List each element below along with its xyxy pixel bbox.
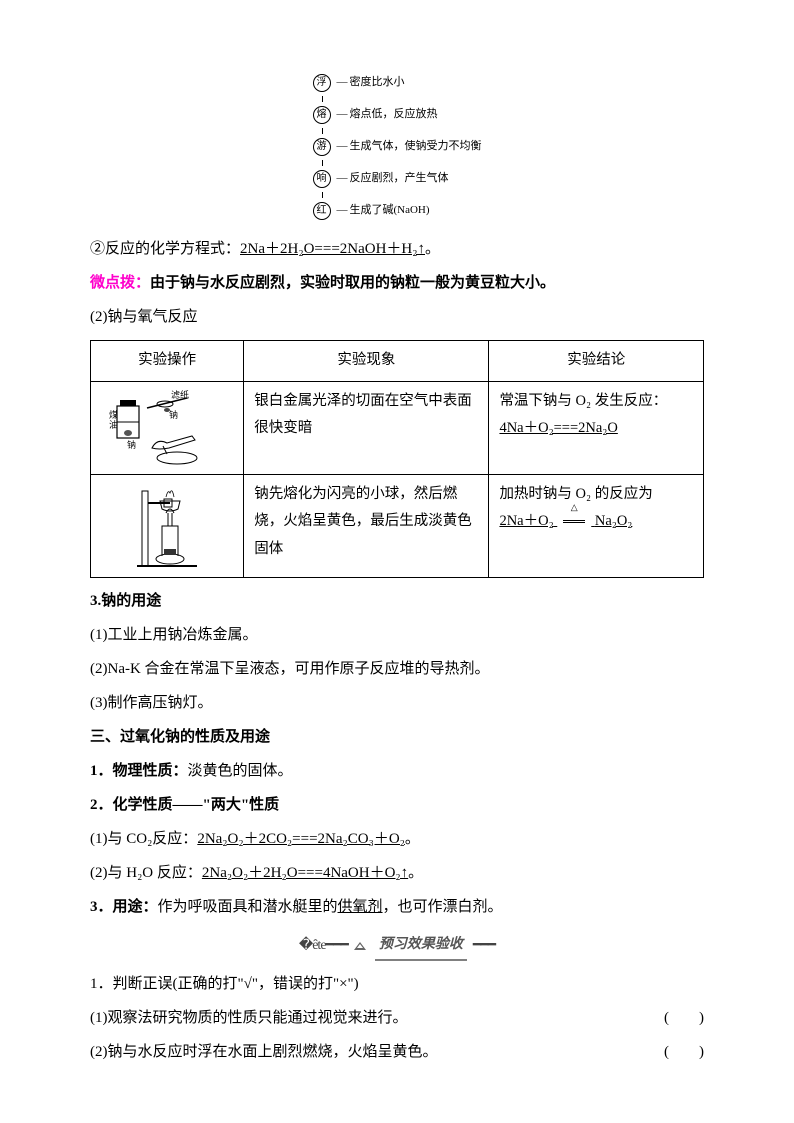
uses-title: 3.钠的用途 (90, 586, 704, 616)
table-header: 实验现象 (244, 341, 489, 382)
tip-label: 微点拨： (90, 275, 150, 291)
experiment-table: 实验操作 实验现象 实验结论 煤油 钠 滤纸 钠 银白金属光泽的切面在空 (90, 340, 704, 578)
phenomenon-cell: 钠先熔化为闪亮的小球，然后燃烧，火焰呈黄色，最后生成淡黄色固体 (244, 474, 489, 577)
diagram-text: 熔点低，反应放热 (350, 107, 438, 122)
svg-text:滤纸: 滤纸 (171, 389, 189, 400)
svg-text:钠: 钠 (127, 439, 136, 450)
use-item: (3)制作高压钠灯。 (90, 688, 704, 718)
diagram-text: 生成气体，使钠受力不均衡 (350, 139, 482, 154)
triangle-icon (354, 942, 366, 950)
diagram-char: 游 (313, 138, 331, 156)
use-item: (1)工业上用钠冶炼金属。 (90, 620, 704, 650)
tf-item: (1)观察法研究物质的性质只能通过视觉来进行。( ) (90, 1003, 704, 1033)
diagram-char: 熔 (313, 106, 331, 124)
experiment-diagram-2 (122, 481, 212, 571)
review-banner: �ête━━━ 预习效果验收 ━━━ (90, 930, 704, 961)
table-header: 实验操作 (91, 341, 244, 382)
equation-line: ②反应的化学方程式：2Na＋2H₂O===2NaOH＋H₂↑。 (90, 234, 704, 264)
phenomenon-cell: 银白金属光泽的切面在空气中表面很快变暗 (244, 381, 489, 474)
tip-line: 微点拨：由于钠与水反应剧烈，实验时取用的钠粒一般为黄豆粒大小。 (90, 268, 704, 298)
svg-text:油: 油 (109, 419, 118, 430)
diagram-text: 生成了碱(NaOH) (350, 203, 430, 218)
table-row: 钠先熔化为闪亮的小球，然后燃烧，火焰呈黄色，最后生成淡黄色固体 加热时钠与 O₂… (91, 474, 704, 577)
use-item: (2)Na-K 合金在常温下呈液态，可用作原子反应堆的导热剂。 (90, 654, 704, 684)
experiment-diagram-1: 煤油 钠 滤纸 钠 (107, 388, 227, 468)
tf-item: (2)钠与水反应时浮在水面上剧烈燃烧，火焰呈黄色。( ) (90, 1037, 704, 1067)
section-2-title: (2)钠与氧气反应 (90, 302, 704, 332)
svg-text:煤: 煤 (109, 409, 118, 420)
diagram-char: 响 (313, 170, 331, 188)
chem-reaction-2: (2)与 H₂O 反应：2Na₂O₂＋2H₂O===4NaOH＋O₂↑。 (90, 858, 704, 888)
diagram-char: 浮 (313, 74, 331, 92)
diagram-text: 反应剧烈，产生气体 (350, 171, 449, 186)
conclusion-cell: 常温下钠与 O₂ 发生反应： 4Na＋O₂===2Na₂O (489, 381, 704, 474)
table-header: 实验结论 (489, 341, 704, 382)
equation-1: 2Na＋2H₂O===2NaOH＋H₂↑ (240, 241, 425, 257)
diagram-char: 红 (313, 202, 331, 220)
physical-property: 1．物理性质：淡黄色的固体。 (90, 756, 704, 786)
use-3: 3．用途：作为呼吸面具和潜水艇里的供氧剂，也可作漂白剂。 (90, 892, 704, 922)
table-row: 煤油 钠 滤纸 钠 银白金属光泽的切面在空气中表面很快变暗 常温下钠与 O₂ 发… (91, 381, 704, 474)
tf-title: 1．判断正误(正确的打"√"，错误的打"×") (90, 969, 704, 999)
svg-text:钠: 钠 (169, 409, 178, 420)
mnemonic-diagram: 浮—密度比水小 熔—熔点低，反应放热 游—生成气体，使钠受力不均衡 响—反应剧烈… (90, 70, 704, 224)
conclusion-cell: 加热时钠与 O₂ 的反应为 2Na＋O₂ △ Na₂O₂ (489, 474, 704, 577)
chem-reaction-1: (1)与 CO₂反应：2Na₂O₂＋2CO₂===2Na₂CO₃＋O₂。 (90, 824, 704, 854)
chemical-property-title: 2．化学性质——"两大"性质 (90, 790, 704, 820)
diagram-text: 密度比水小 (350, 75, 405, 90)
section-3-title: 三、过氧化钠的性质及用途 (90, 722, 704, 752)
